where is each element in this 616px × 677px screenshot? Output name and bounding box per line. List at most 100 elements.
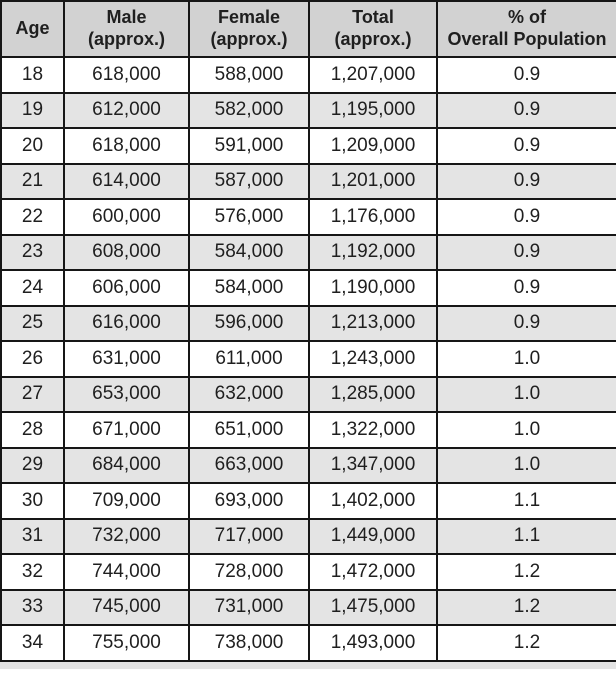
cell-age: 26 (0, 340, 65, 378)
table-row: 34 755,000 738,000 1,493,000 1.2 (0, 624, 616, 662)
table-row: 19 612,000 582,000 1,195,000 0.9 (0, 91, 616, 129)
cell-total: 1,176,000 (308, 198, 438, 236)
cell-total: 1,472,000 (308, 553, 438, 591)
cell-pct-overall: 0.9 (436, 56, 616, 94)
cell-male: 614,000 (63, 162, 190, 200)
cell-pct-overall: 0.9 (436, 304, 616, 342)
cell-age: 28 (0, 411, 65, 449)
cell-total: 1,475,000 (308, 588, 438, 626)
cell-total: 1,243,000 (308, 340, 438, 378)
cell-age: 24 (0, 269, 65, 307)
table-row: 28 671,000 651,000 1,322,000 1.0 (0, 411, 616, 449)
cell-male: 606,000 (63, 269, 190, 307)
cell-total: 1,285,000 (308, 375, 438, 413)
cell-age: 31 (0, 517, 65, 555)
table-row: 30 709,000 693,000 1,402,000 1.1 (0, 482, 616, 520)
cell-total: 1,213,000 (308, 304, 438, 342)
header-total: Total (approx.) (308, 0, 438, 58)
table-row: 21 614,000 587,000 1,201,000 0.9 (0, 162, 616, 200)
cell-female: 731,000 (188, 588, 310, 626)
cell-female: 632,000 (188, 375, 310, 413)
cell-male: 709,000 (63, 482, 190, 520)
cell-pct-overall: 0.9 (436, 198, 616, 236)
cell-age: 30 (0, 482, 65, 520)
cell-total: 1,493,000 (308, 624, 438, 662)
population-by-age-table: Age Male (approx.) Female (approx.) Tota… (0, 0, 616, 662)
cell-female: 584,000 (188, 269, 310, 307)
cell-female: 651,000 (188, 411, 310, 449)
cell-pct-overall: 1.2 (436, 588, 616, 626)
cell-female: 582,000 (188, 91, 310, 129)
bottom-strip (0, 661, 616, 669)
cell-male: 732,000 (63, 517, 190, 555)
cell-male: 684,000 (63, 446, 190, 484)
table-body: 18 618,000 588,000 1,207,000 0.9 19 612,000 582… (0, 56, 616, 662)
cell-pct-overall: 1.2 (436, 553, 616, 591)
cell-age: 29 (0, 446, 65, 484)
table-header: Age Male (approx.) Female (approx.) Tota… (0, 0, 616, 58)
cell-male: 616,000 (63, 304, 190, 342)
cell-total: 1,192,000 (308, 233, 438, 271)
cell-total: 1,347,000 (308, 446, 438, 484)
cell-age: 22 (0, 198, 65, 236)
cell-female: 693,000 (188, 482, 310, 520)
table-row: 22 600,000 576,000 1,176,000 0.9 (0, 198, 616, 236)
table-row: 24 606,000 584,000 1,190,000 0.9 (0, 269, 616, 307)
table-row: 31 732,000 717,000 1,449,000 1.1 (0, 517, 616, 555)
cell-total: 1,322,000 (308, 411, 438, 449)
cell-male: 618,000 (63, 56, 190, 94)
table-row: 25 616,000 596,000 1,213,000 0.9 (0, 304, 616, 342)
cell-female: 611,000 (188, 340, 310, 378)
table-row: 32 744,000 728,000 1,472,000 1.2 (0, 553, 616, 591)
cell-age: 23 (0, 233, 65, 271)
cell-pct-overall: 1.0 (436, 446, 616, 484)
cell-female: 596,000 (188, 304, 310, 342)
cell-pct-overall: 0.9 (436, 233, 616, 271)
cell-pct-overall: 1.0 (436, 411, 616, 449)
cell-total: 1,190,000 (308, 269, 438, 307)
cell-male: 631,000 (63, 340, 190, 378)
header-age: Age (0, 0, 65, 58)
cell-male: 755,000 (63, 624, 190, 662)
cell-age: 18 (0, 56, 65, 94)
cell-pct-overall: 1.2 (436, 624, 616, 662)
cell-male: 600,000 (63, 198, 190, 236)
header-row: Age Male (approx.) Female (approx.) Tota… (0, 0, 616, 58)
header-pct-overall: % of Overall Population (436, 0, 616, 58)
cell-male: 745,000 (63, 588, 190, 626)
cell-female: 587,000 (188, 162, 310, 200)
cell-total: 1,195,000 (308, 91, 438, 129)
cell-age: 32 (0, 553, 65, 591)
cell-total: 1,209,000 (308, 127, 438, 165)
cell-age: 25 (0, 304, 65, 342)
table-row: 20 618,000 591,000 1,209,000 0.9 (0, 127, 616, 165)
header-female: Female (approx.) (188, 0, 310, 58)
cell-age: 20 (0, 127, 65, 165)
cell-total: 1,201,000 (308, 162, 438, 200)
cell-female: 588,000 (188, 56, 310, 94)
table-row: 26 631,000 611,000 1,243,000 1.0 (0, 340, 616, 378)
cell-female: 717,000 (188, 517, 310, 555)
cell-female: 728,000 (188, 553, 310, 591)
cell-pct-overall: 0.9 (436, 91, 616, 129)
cell-pct-overall: 1.1 (436, 482, 616, 520)
cell-female: 591,000 (188, 127, 310, 165)
cell-pct-overall: 1.0 (436, 340, 616, 378)
cell-pct-overall: 1.1 (436, 517, 616, 555)
cell-age: 21 (0, 162, 65, 200)
cell-female: 663,000 (188, 446, 310, 484)
cell-female: 576,000 (188, 198, 310, 236)
table-row: 18 618,000 588,000 1,207,000 0.9 (0, 56, 616, 94)
cell-male: 653,000 (63, 375, 190, 413)
cell-pct-overall: 1.0 (436, 375, 616, 413)
cell-total: 1,402,000 (308, 482, 438, 520)
table-row: 23 608,000 584,000 1,192,000 0.9 (0, 233, 616, 271)
cell-pct-overall: 0.9 (436, 162, 616, 200)
cell-total: 1,207,000 (308, 56, 438, 94)
table-row: 29 684,000 663,000 1,347,000 1.0 (0, 446, 616, 484)
cell-pct-overall: 0.9 (436, 127, 616, 165)
header-male: Male (approx.) (63, 0, 190, 58)
cell-total: 1,449,000 (308, 517, 438, 555)
cell-age: 33 (0, 588, 65, 626)
